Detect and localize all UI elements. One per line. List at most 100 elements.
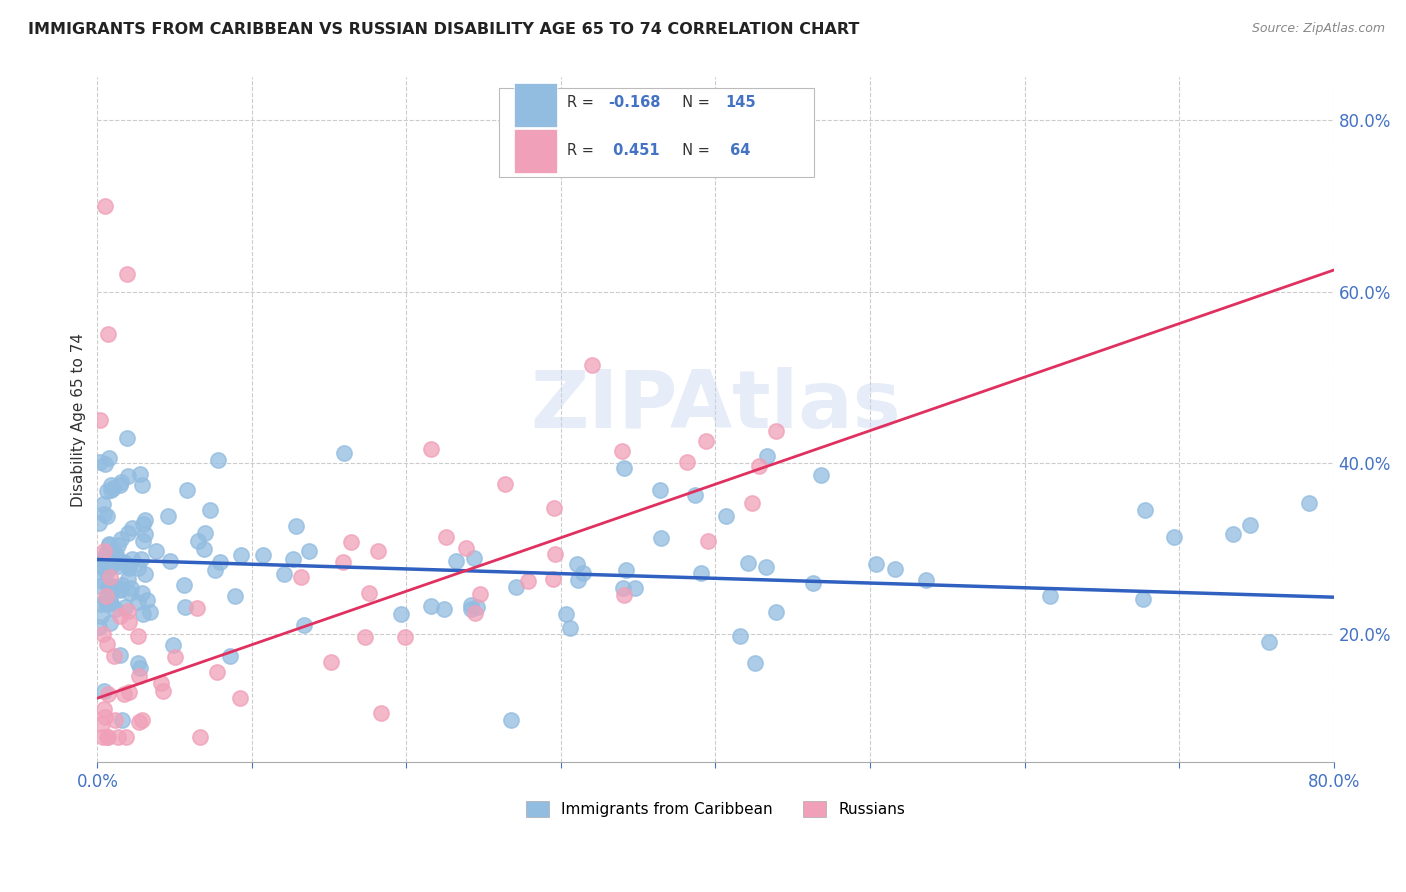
Immigrants from Caribbean: [755, 449, 778, 463]
Immigrants from Caribbean: [389, 607, 412, 621]
Immigrants from Caribbean: [129, 552, 152, 566]
Immigrants from Caribbean: [93, 507, 115, 521]
Immigrants from Caribbean: [117, 468, 139, 483]
Immigrants from Caribbean: [132, 516, 155, 531]
Text: IMMIGRANTS FROM CARIBBEAN VS RUSSIAN DISABILITY AGE 65 TO 74 CORRELATION CHART: IMMIGRANTS FROM CARIBBEAN VS RUSSIAN DIS…: [28, 22, 859, 37]
Immigrants from Caribbean: [89, 619, 111, 633]
Immigrants from Caribbean: [209, 555, 232, 569]
Immigrants from Caribbean: [1258, 635, 1281, 649]
Immigrants from Caribbean: [90, 597, 112, 611]
Russians: [152, 684, 174, 698]
Immigrants from Caribbean: [1239, 517, 1261, 532]
Immigrants from Caribbean: [93, 683, 115, 698]
Immigrants from Caribbean: [187, 533, 209, 548]
Immigrants from Caribbean: [104, 555, 127, 569]
Immigrants from Caribbean: [97, 537, 120, 551]
Russians: [470, 587, 492, 601]
Russians: [93, 199, 115, 213]
Russians: [107, 730, 129, 744]
Immigrants from Caribbean: [219, 649, 242, 664]
Russians: [695, 434, 717, 448]
Russians: [118, 685, 141, 699]
Russians: [149, 675, 172, 690]
Immigrants from Caribbean: [114, 556, 136, 570]
Immigrants from Caribbean: [624, 581, 647, 595]
Immigrants from Caribbean: [755, 560, 778, 574]
Russians: [420, 442, 443, 456]
Immigrants from Caribbean: [107, 538, 129, 552]
Russians: [93, 702, 115, 716]
Immigrants from Caribbean: [136, 593, 159, 607]
Immigrants from Caribbean: [613, 461, 636, 475]
Russians: [103, 648, 125, 663]
Immigrants from Caribbean: [108, 583, 131, 598]
Text: ZIPAtlas: ZIPAtlas: [530, 368, 901, 445]
Immigrants from Caribbean: [121, 521, 143, 535]
Immigrants from Caribbean: [555, 607, 578, 621]
Immigrants from Caribbean: [131, 585, 153, 599]
Russians: [91, 627, 114, 641]
Russians: [367, 544, 389, 558]
Russians: [97, 730, 120, 744]
Russians: [370, 706, 392, 720]
FancyBboxPatch shape: [515, 128, 557, 173]
Russians: [675, 455, 697, 469]
Russians: [613, 588, 636, 602]
Immigrants from Caribbean: [104, 602, 127, 616]
Immigrants from Caribbean: [129, 661, 152, 675]
Immigrants from Caribbean: [465, 600, 488, 615]
Russians: [332, 555, 354, 569]
Russians: [748, 459, 770, 474]
Russians: [97, 687, 120, 701]
Immigrants from Caribbean: [444, 554, 467, 568]
Immigrants from Caribbean: [463, 551, 485, 566]
Immigrants from Caribbean: [96, 484, 118, 499]
Russians: [93, 544, 115, 558]
Russians: [696, 534, 718, 549]
Immigrants from Caribbean: [104, 580, 127, 594]
Immigrants from Caribbean: [801, 576, 824, 591]
Immigrants from Caribbean: [131, 478, 153, 492]
Immigrants from Caribbean: [120, 586, 142, 600]
Immigrants from Caribbean: [252, 548, 274, 562]
Immigrants from Caribbean: [98, 451, 121, 466]
Russians: [229, 690, 252, 705]
Immigrants from Caribbean: [98, 538, 121, 552]
Immigrants from Caribbean: [129, 467, 152, 481]
Immigrants from Caribbean: [231, 548, 253, 562]
Immigrants from Caribbean: [650, 532, 672, 546]
Immigrants from Caribbean: [91, 497, 114, 511]
Immigrants from Caribbean: [572, 566, 595, 580]
Text: 145: 145: [725, 95, 756, 111]
Text: N =: N =: [673, 95, 716, 111]
Immigrants from Caribbean: [139, 605, 162, 619]
Immigrants from Caribbean: [1222, 527, 1244, 541]
FancyBboxPatch shape: [499, 87, 814, 177]
Russians: [114, 730, 136, 744]
Immigrants from Caribbean: [94, 457, 117, 471]
Immigrants from Caribbean: [94, 596, 117, 610]
Immigrants from Caribbean: [96, 593, 118, 607]
Russians: [128, 669, 150, 683]
Immigrants from Caribbean: [132, 533, 155, 548]
Legend: Immigrants from Caribbean, Russians: Immigrants from Caribbean, Russians: [520, 795, 911, 823]
Immigrants from Caribbean: [117, 572, 139, 586]
Immigrants from Caribbean: [98, 594, 121, 608]
Text: -0.168: -0.168: [607, 95, 661, 111]
Immigrants from Caribbean: [159, 554, 181, 568]
Immigrants from Caribbean: [89, 455, 111, 469]
Immigrants from Caribbean: [728, 628, 751, 642]
Immigrants from Caribbean: [737, 556, 759, 570]
Immigrants from Caribbean: [156, 509, 179, 524]
Immigrants from Caribbean: [333, 446, 356, 460]
Immigrants from Caribbean: [97, 580, 120, 594]
Immigrants from Caribbean: [292, 618, 315, 632]
Russians: [108, 609, 131, 624]
Immigrants from Caribbean: [567, 573, 589, 587]
Russians: [741, 496, 763, 510]
Immigrants from Caribbean: [173, 578, 195, 592]
Immigrants from Caribbean: [117, 526, 139, 541]
Russians: [544, 547, 567, 561]
Russians: [353, 630, 375, 644]
Immigrants from Caribbean: [100, 596, 122, 610]
